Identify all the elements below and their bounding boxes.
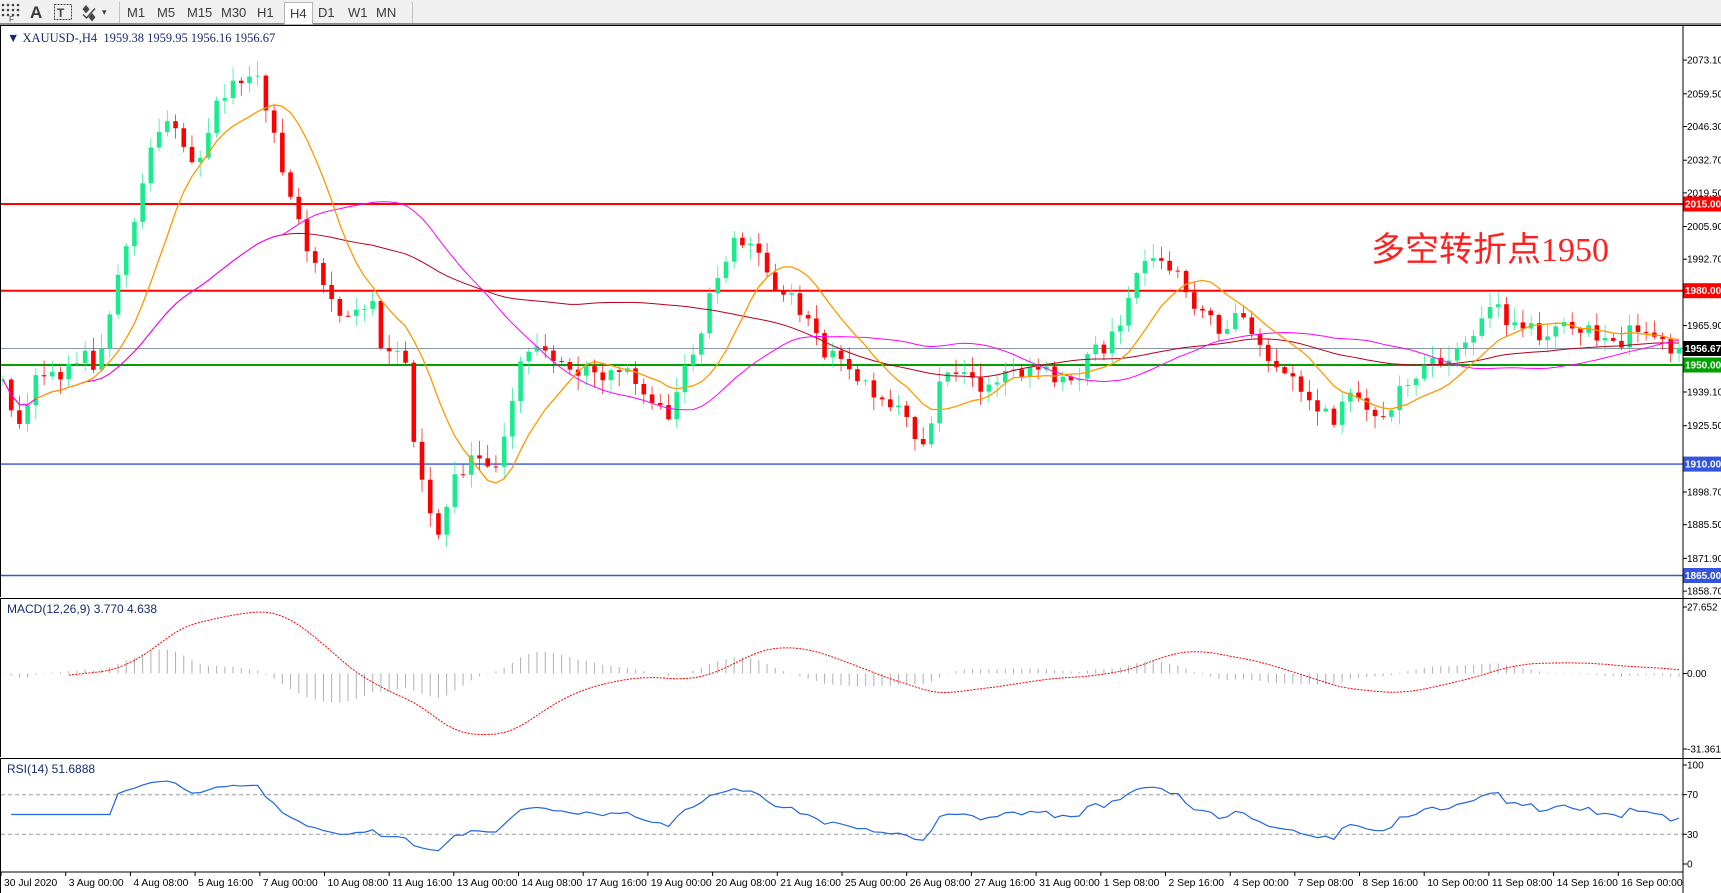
svg-text:4 Aug 08:00: 4 Aug 08:00 xyxy=(133,878,188,889)
svg-text:1950.00: 1950.00 xyxy=(1685,361,1721,372)
svg-text:1858.70: 1858.70 xyxy=(1687,587,1721,598)
svg-text:RSI(14) 51.6888: RSI(14) 51.6888 xyxy=(7,762,95,776)
svg-text:1 Sep 08:00: 1 Sep 08:00 xyxy=(1104,878,1160,889)
svg-text:0: 0 xyxy=(1687,860,1693,871)
svg-text:2015.00: 2015.00 xyxy=(1685,200,1721,211)
svg-text:30 Jul 2020: 30 Jul 2020 xyxy=(4,878,58,889)
svg-text:1871.90: 1871.90 xyxy=(1687,554,1721,565)
svg-text:MACD(12,26,9) 3.770 4.638: MACD(12,26,9) 3.770 4.638 xyxy=(7,602,157,616)
svg-text:2059.50: 2059.50 xyxy=(1687,89,1721,100)
svg-text:21 Aug 16:00: 21 Aug 16:00 xyxy=(780,878,841,889)
svg-text:F: F xyxy=(9,15,14,22)
svg-text:25 Aug 00:00: 25 Aug 00:00 xyxy=(845,878,906,889)
svg-text:4 Sep 00:00: 4 Sep 00:00 xyxy=(1233,878,1289,889)
svg-text:14 Aug 08:00: 14 Aug 08:00 xyxy=(522,878,583,889)
svg-text:1965.90: 1965.90 xyxy=(1687,321,1721,332)
svg-text:1939.10: 1939.10 xyxy=(1687,388,1721,399)
svg-text:70: 70 xyxy=(1687,790,1699,801)
svg-text:27 Aug 16:00: 27 Aug 16:00 xyxy=(974,878,1035,889)
svg-text:17 Aug 16:00: 17 Aug 16:00 xyxy=(586,878,647,889)
svg-text:30: 30 xyxy=(1687,830,1699,841)
svg-text:7 Sep 08:00: 7 Sep 08:00 xyxy=(1298,878,1354,889)
svg-text:19 Aug 00:00: 19 Aug 00:00 xyxy=(651,878,712,889)
svg-text:1865.00: 1865.00 xyxy=(1685,571,1721,582)
svg-text:2046.30: 2046.30 xyxy=(1687,122,1721,133)
svg-text:20 Aug 08:00: 20 Aug 08:00 xyxy=(716,878,777,889)
svg-text:2 Sep 16:00: 2 Sep 16:00 xyxy=(1169,878,1225,889)
svg-text:1925.50: 1925.50 xyxy=(1687,421,1721,432)
svg-text:16 Sep 00:00: 16 Sep 00:00 xyxy=(1621,878,1683,889)
svg-text:1956.67: 1956.67 xyxy=(1685,344,1721,355)
svg-text:0.00: 0.00 xyxy=(1687,669,1707,680)
svg-text:2073.10: 2073.10 xyxy=(1687,56,1721,67)
svg-text:26 Aug 08:00: 26 Aug 08:00 xyxy=(910,878,971,889)
svg-text:11 Aug 16:00: 11 Aug 16:00 xyxy=(392,878,452,889)
svg-text:8 Sep 16:00: 8 Sep 16:00 xyxy=(1363,878,1419,889)
svg-text:T: T xyxy=(57,6,65,20)
svg-text:13 Aug 00:00: 13 Aug 00:00 xyxy=(457,878,518,889)
svg-text:1885.50: 1885.50 xyxy=(1687,520,1721,531)
svg-text:31 Aug 00:00: 31 Aug 00:00 xyxy=(1039,878,1100,889)
svg-text:10 Sep 00:00: 10 Sep 00:00 xyxy=(1427,878,1489,889)
svg-text:1898.70: 1898.70 xyxy=(1687,488,1721,499)
svg-text:-31.361: -31.361 xyxy=(1687,745,1721,756)
svg-text:27.652: 27.652 xyxy=(1687,603,1718,614)
svg-text:1910.00: 1910.00 xyxy=(1685,460,1721,471)
svg-text:5 Aug 16:00: 5 Aug 16:00 xyxy=(198,878,253,889)
svg-text:2032.70: 2032.70 xyxy=(1687,156,1721,167)
svg-text:100: 100 xyxy=(1687,761,1704,772)
svg-text:11 Sep 08:00: 11 Sep 08:00 xyxy=(1492,878,1553,889)
svg-text:2005.90: 2005.90 xyxy=(1687,222,1721,233)
svg-text:1992.70: 1992.70 xyxy=(1687,255,1721,266)
svg-text:10 Aug 08:00: 10 Aug 08:00 xyxy=(328,878,389,889)
svg-text:7 Aug 00:00: 7 Aug 00:00 xyxy=(263,878,318,889)
svg-text:3 Aug 00:00: 3 Aug 00:00 xyxy=(69,878,124,889)
svg-text:14 Sep 16:00: 14 Sep 16:00 xyxy=(1557,878,1619,889)
svg-text:1980.00: 1980.00 xyxy=(1685,286,1721,297)
